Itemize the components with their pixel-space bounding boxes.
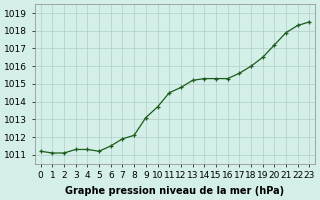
X-axis label: Graphe pression niveau de la mer (hPa): Graphe pression niveau de la mer (hPa) — [66, 186, 284, 196]
